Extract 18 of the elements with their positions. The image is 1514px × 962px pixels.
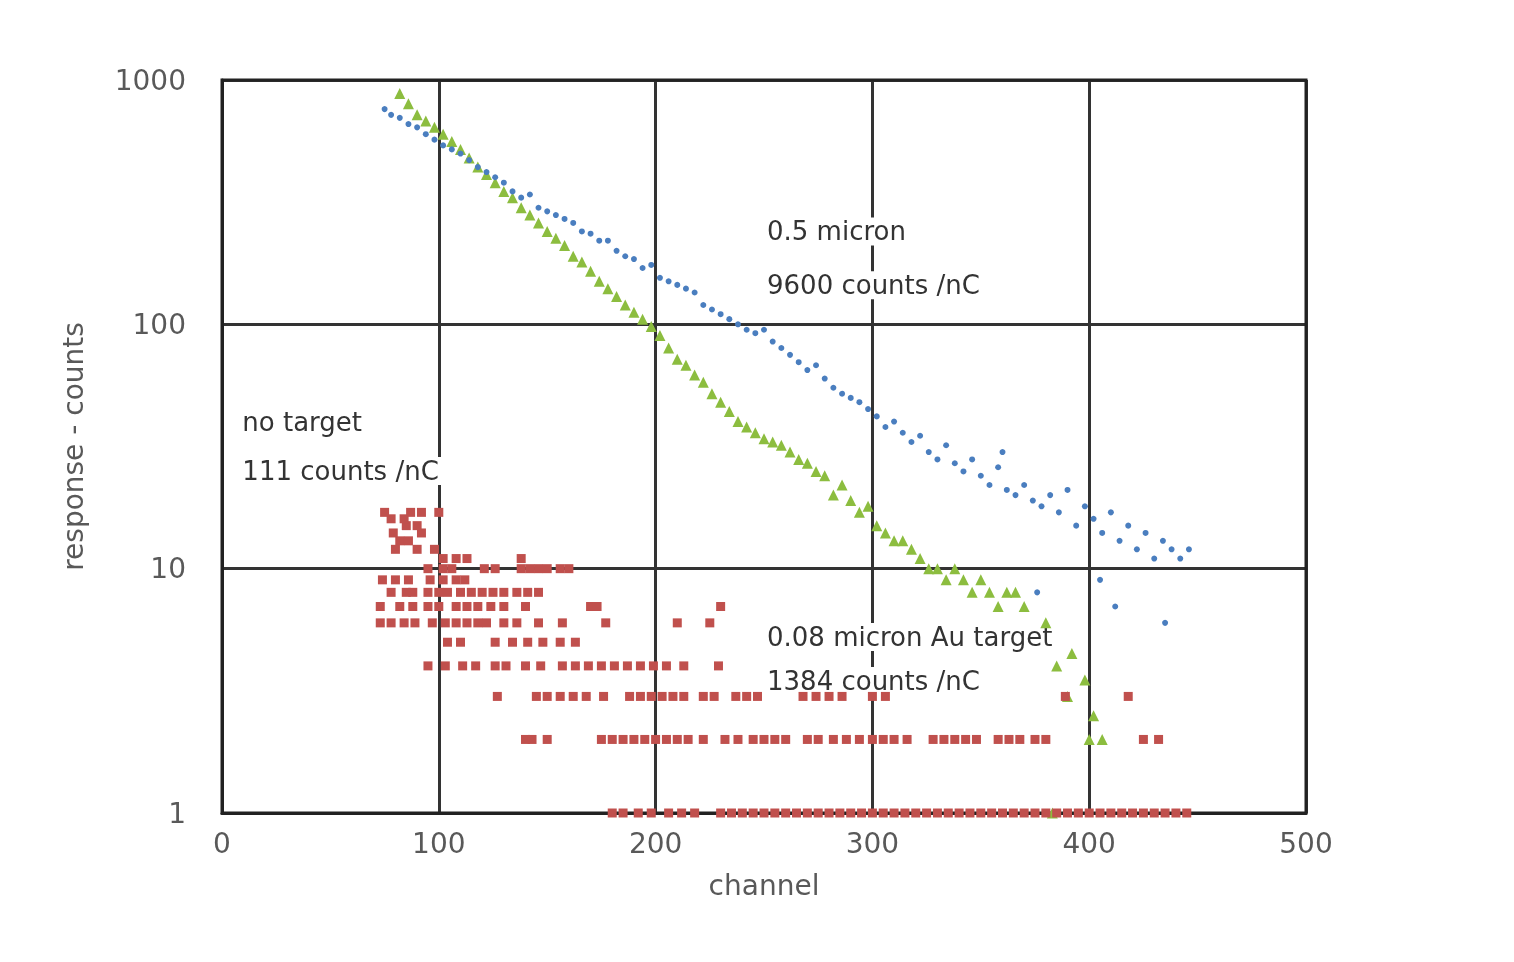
x-tick-label: 500 bbox=[1279, 826, 1333, 860]
y-tick-label: 10 bbox=[150, 552, 186, 586]
x-tick-label: 0 bbox=[213, 826, 231, 860]
y-tick-label: 1000 bbox=[114, 63, 186, 97]
annotation: 0.08 micron Au target bbox=[767, 622, 1053, 653]
x-tick-label: 300 bbox=[845, 826, 900, 860]
annotation: no target bbox=[242, 407, 363, 438]
annotation: 1384 counts /nC bbox=[767, 666, 980, 697]
x-tick-label: 100 bbox=[412, 826, 466, 860]
y-axis-title: response - counts bbox=[56, 322, 90, 571]
y-tick-label: 1 bbox=[168, 796, 186, 830]
x-tick-label: 400 bbox=[1062, 826, 1116, 860]
x-axis-title: channel bbox=[708, 868, 820, 902]
annotation: 0.5 micron bbox=[767, 216, 906, 247]
y-tick-label: 100 bbox=[132, 307, 186, 341]
annotation: 111 counts /nC bbox=[242, 455, 439, 486]
x-tick-label: 200 bbox=[628, 826, 683, 860]
annotation: 9600 counts /nC bbox=[767, 270, 980, 301]
